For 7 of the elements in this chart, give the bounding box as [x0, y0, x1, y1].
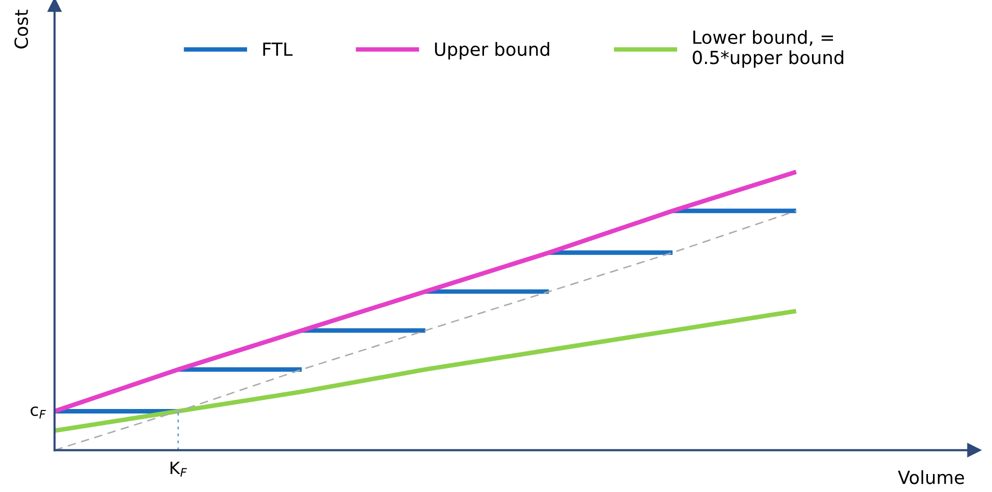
legend-label: Lower bound, = 0.5*upper bound	[692, 30, 844, 68]
annotation: c$_{F}$	[30, 406, 46, 419]
x-axis-title: Volume	[898, 470, 964, 484]
legend-label: Upper bound	[435, 42, 550, 60]
text: K$_{F}$	[170, 462, 187, 477]
text: Cost	[14, 10, 28, 48]
legend-label: FTL	[263, 42, 293, 56]
